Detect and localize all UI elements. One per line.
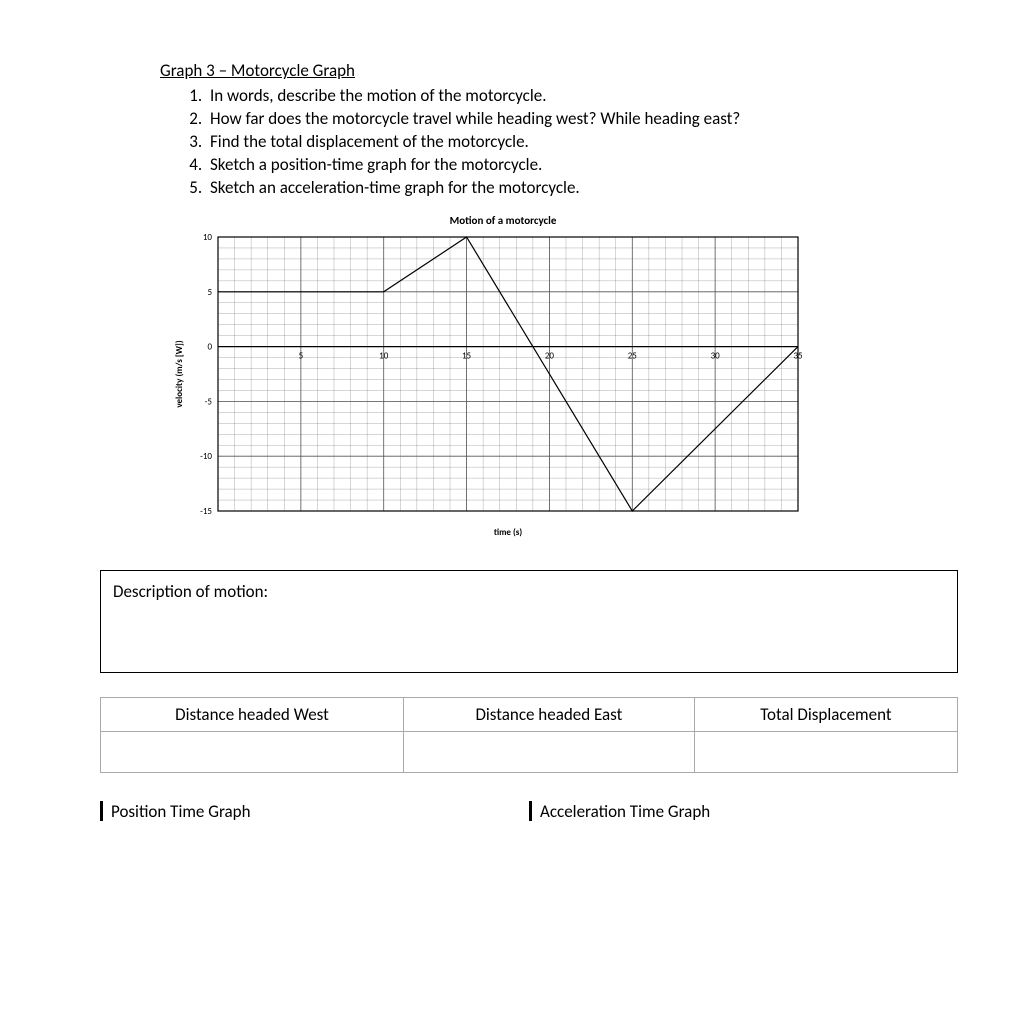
table-cell bbox=[101, 731, 404, 772]
distance-table: Distance headed West Distance headed Eas… bbox=[100, 697, 958, 773]
vbar-icon bbox=[100, 801, 103, 821]
svg-text:0: 0 bbox=[207, 341, 212, 352]
table-header: Distance headed East bbox=[403, 697, 694, 731]
chart-title: Motion of a motorcycle bbox=[208, 214, 798, 227]
svg-text:10: 10 bbox=[203, 232, 213, 243]
table-header: Total Displacement bbox=[694, 697, 957, 731]
description-label: Description of motion: bbox=[113, 581, 268, 602]
table-cell bbox=[403, 731, 694, 772]
table-cell bbox=[694, 731, 957, 772]
svg-text:5: 5 bbox=[207, 286, 212, 297]
acceleration-graph-text: Acceleration Time Graph bbox=[540, 801, 710, 822]
question-item: Find the total displacement of the motor… bbox=[206, 131, 918, 154]
svg-text:15: 15 bbox=[462, 350, 472, 361]
worksheet-heading: Graph 3 – Motorcycle Graph bbox=[160, 60, 918, 81]
table-row bbox=[101, 731, 958, 772]
question-item: Sketch an acceleration-time graph for th… bbox=[206, 177, 918, 200]
svg-text:5: 5 bbox=[299, 350, 304, 361]
svg-text:-15: -15 bbox=[200, 506, 212, 517]
svg-text:-10: -10 bbox=[200, 451, 212, 462]
acceleration-graph-label: Acceleration Time Graph bbox=[529, 801, 958, 822]
chart-svg: 5101520253035-15-10-50510time (s)velocit… bbox=[168, 231, 808, 541]
question-item: In words, describe the motion of the mot… bbox=[206, 85, 918, 108]
svg-text:velocity (m/s [W]): velocity (m/s [W]) bbox=[174, 340, 185, 408]
velocity-time-chart: Motion of a motorcycle 5101520253035-15-… bbox=[168, 214, 918, 546]
question-list: In words, describe the motion of the mot… bbox=[184, 85, 918, 200]
position-graph-label: Position Time Graph bbox=[100, 801, 529, 822]
svg-text:25: 25 bbox=[628, 350, 638, 361]
question-item: How far does the motorcycle travel while… bbox=[206, 108, 918, 131]
table-header: Distance headed West bbox=[101, 697, 404, 731]
question-item: Sketch a position-time graph for the mot… bbox=[206, 154, 918, 177]
position-graph-text: Position Time Graph bbox=[111, 801, 251, 822]
description-box: Description of motion: bbox=[100, 570, 958, 673]
svg-text:-5: -5 bbox=[205, 396, 213, 407]
vbar-icon bbox=[529, 801, 532, 821]
svg-text:20: 20 bbox=[545, 350, 555, 361]
svg-text:time (s): time (s) bbox=[494, 527, 523, 538]
svg-text:10: 10 bbox=[379, 350, 389, 361]
svg-text:30: 30 bbox=[711, 350, 721, 361]
